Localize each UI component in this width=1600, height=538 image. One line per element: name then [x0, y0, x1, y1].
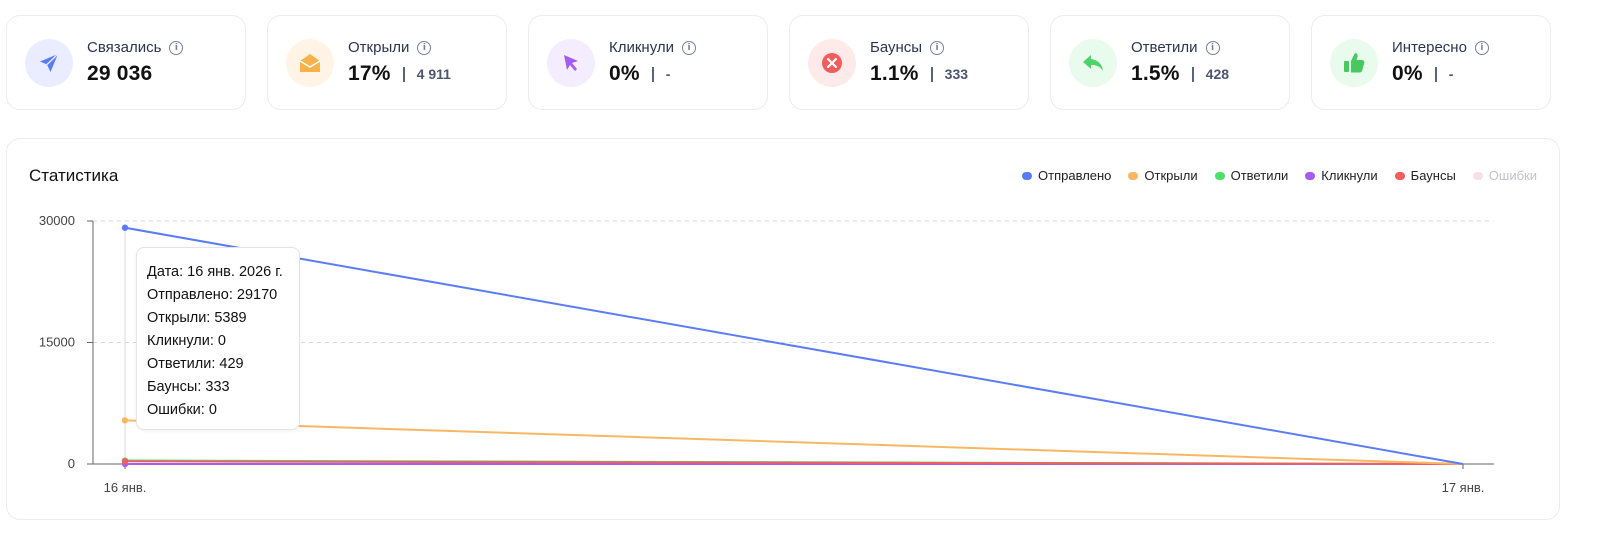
divider [1191, 66, 1194, 82]
legend-item-clicked[interactable]: Кликнули [1305, 168, 1378, 183]
tooltip-date: Дата: 16 янв. 2026 г. [147, 264, 283, 280]
stat-sub-value: 4 911 [416, 66, 451, 82]
legend-item-sent[interactable]: Отправлено [1022, 168, 1111, 183]
stat-sub-value: 428 [1205, 66, 1230, 82]
legend-dot [1472, 171, 1483, 180]
tooltip-opened: Открыли: 5389 [147, 310, 247, 326]
paper-plane-icon [25, 38, 73, 87]
stat-value: 0% [1392, 62, 1423, 85]
tooltip-clicked: Кликнули: 0 [147, 333, 226, 349]
legend-label: Открыли [1144, 168, 1198, 183]
divider [651, 66, 654, 82]
info-icon[interactable]: i [682, 40, 697, 55]
legend-dot [1394, 171, 1405, 180]
tooltip-errors: Ошибки: 0 [147, 402, 217, 418]
stat-label: Ответили [1131, 39, 1198, 56]
stat-card-contacted: Связались i 29 036 [6, 15, 246, 110]
reply-icon [1069, 38, 1117, 87]
stat-value: 1.5% [1131, 62, 1180, 85]
legend-item-replied[interactable]: Ответили [1214, 168, 1289, 183]
stat-label: Кликнули [609, 39, 675, 56]
x-tick-label: 17 янв. [1442, 480, 1485, 495]
legend-dot [1022, 171, 1033, 180]
x-tick-label: 16 янв. [104, 480, 147, 495]
stat-sub-value: 333 [944, 66, 969, 82]
legend-item-opened[interactable]: Открыли [1128, 168, 1198, 183]
legend-item-errors[interactable]: Ошибки [1472, 168, 1537, 183]
open-envelope-icon [286, 38, 334, 87]
info-icon[interactable]: i [1474, 40, 1489, 55]
stat-card-interested: Интересно i 0% - [1311, 15, 1551, 110]
series-line-1 [124, 419, 1464, 465]
legend-label: Отправлено [1038, 168, 1112, 183]
thumbs-up-icon [1330, 38, 1378, 87]
legend-label: Баунсы [1410, 168, 1456, 183]
info-icon[interactable]: i [417, 40, 432, 55]
legend-dot [1305, 171, 1316, 180]
legend-label: Ошибки [1488, 168, 1537, 183]
stat-label: Открыли [348, 39, 410, 56]
chart-title: Статистика [29, 166, 119, 185]
legend-dot [1214, 171, 1225, 180]
stat-value: 1.1% [870, 62, 919, 85]
tooltip-replied: Ответили: 429 [147, 356, 244, 372]
data-point-0 [121, 224, 129, 231]
legend-item-bounces[interactable]: Баунсы [1394, 168, 1456, 183]
series-line-4 [124, 460, 1464, 465]
stat-card-opened: Открыли i 17% 4 911 [267, 15, 507, 110]
stat-sub-value: - [665, 66, 671, 82]
legend-dot [1128, 171, 1139, 180]
tooltip-sent: Отправлено: 29170 [147, 287, 278, 303]
series-line-0 [124, 226, 1464, 465]
data-point-4 [121, 458, 129, 465]
stat-value: 0% [609, 62, 640, 85]
stat-card-replied: Ответили i 1.5% 428 [1050, 15, 1290, 110]
legend-label: Ответили [1230, 168, 1289, 183]
y-tick-label: 30000 [39, 213, 75, 228]
stat-value: 17% [348, 62, 391, 85]
cursor-icon [547, 38, 595, 87]
stat-label: Связались [87, 39, 162, 56]
divider [930, 66, 933, 82]
legend-label: Кликнули [1321, 168, 1378, 183]
y-tick-label: 15000 [39, 335, 75, 350]
chart-legend: Отправлено Открыли Ответили Кликнули Бау… [1022, 168, 1537, 183]
info-icon[interactable]: i [930, 40, 945, 55]
stat-value: 29 036 [87, 62, 153, 85]
stat-sub-value: - [1448, 66, 1454, 82]
statistics-chart-card: Статистика Отправлено Открыли Ответили К… [6, 138, 1560, 520]
divider [402, 66, 405, 82]
info-icon[interactable]: i [1205, 40, 1220, 55]
stats-row: Связались i 29 036 Открыли i 17% 4 911 [6, 15, 1551, 110]
stat-label: Интересно [1392, 39, 1467, 56]
line-chart: 30000 15000 0 16 янв. 17 янв. [39, 213, 1494, 495]
divider [1434, 66, 1437, 82]
info-icon[interactable]: i [169, 40, 184, 55]
tooltip-bounces: Баунсы: 333 [147, 379, 230, 395]
x-circle-icon [808, 38, 856, 87]
stat-card-clicked: Кликнули i 0% - [528, 15, 768, 110]
stat-label: Баунсы [870, 39, 923, 56]
y-tick-label: 0 [68, 456, 75, 471]
chart-tooltip: Дата: 16 янв. 2026 г. Отправлено: 29170 … [136, 247, 300, 430]
data-point-1 [121, 417, 129, 424]
stat-card-bounces: Баунсы i 1.1% 333 [789, 15, 1029, 110]
